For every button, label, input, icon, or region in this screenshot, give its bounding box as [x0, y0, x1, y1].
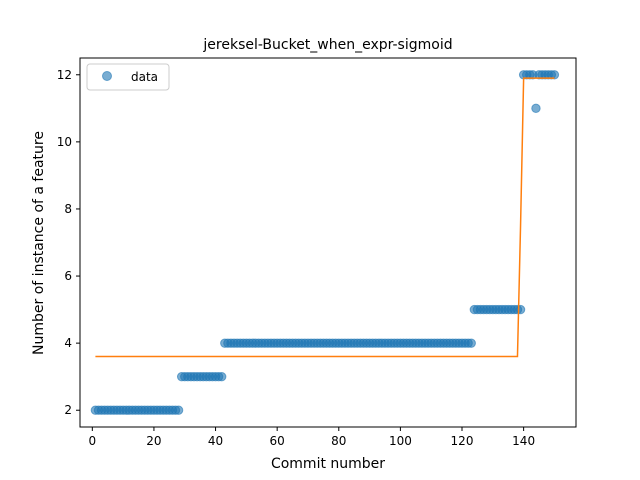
x-tick-label: 80	[331, 434, 346, 448]
data-point	[173, 405, 184, 415]
y-tick-label: 8	[64, 202, 72, 216]
data-point	[515, 304, 526, 315]
legend-marker-data	[102, 71, 112, 81]
plot-area: 0 20 40 60 80 100 120 140 2 4 6 8 10 12	[57, 57, 577, 448]
data-point	[217, 371, 227, 382]
y-tick-label: 4	[64, 336, 72, 350]
data-point	[531, 103, 541, 114]
x-tick-label: 120	[451, 434, 474, 448]
x-tick-label: 60	[270, 434, 285, 448]
y-tick-label: 10	[57, 135, 72, 149]
y-tick-label: 12	[57, 68, 72, 82]
x-tick-label: 20	[146, 434, 161, 448]
legend-box	[86, 63, 170, 91]
x-tick-label: 100	[389, 434, 412, 448]
x-tick-label: 0	[89, 434, 97, 448]
data-point	[466, 338, 476, 348]
x-tick-label: 140	[512, 434, 535, 448]
y-tick-label: 6	[64, 269, 72, 283]
fit-line	[95, 77, 555, 358]
y-axis-label: Number of instance of a feature	[31, 131, 47, 355]
plot-frame	[79, 57, 577, 428]
legend: data	[86, 63, 170, 91]
x-axis-label: Commit number	[271, 456, 385, 472]
chart-title: jereksel-Bucket_when_expr-sigmoid	[202, 37, 452, 53]
legend-label-data: data	[131, 70, 158, 84]
x-tick-label: 40	[208, 434, 223, 448]
y-tick-label: 2	[64, 403, 72, 417]
data-point	[549, 70, 560, 80]
